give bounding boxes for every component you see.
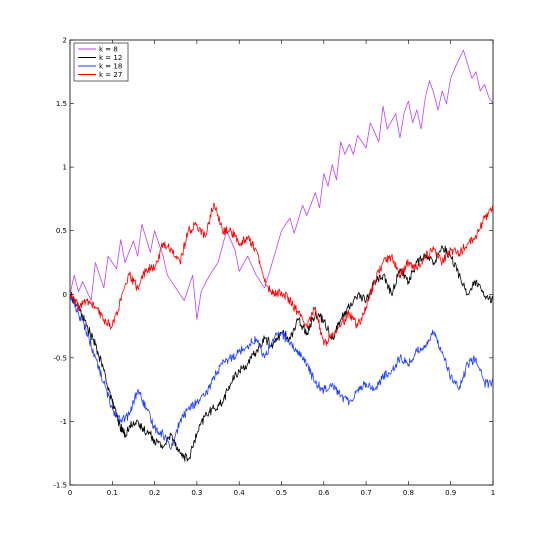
x-tick-label: 1 (491, 489, 495, 497)
x-tick-label: 0.3 (191, 489, 202, 497)
x-tick-label: 0 (68, 489, 72, 497)
x-tick-label: 0.1 (107, 489, 118, 497)
axes-box (69, 39, 494, 486)
legend-label: k = 8 (99, 46, 118, 54)
x-tick-label: 0.4 (234, 489, 246, 497)
y-tick-label: 0 (63, 291, 67, 299)
legend-label: k = 27 (99, 71, 122, 79)
y-tick-label: -1.5 (53, 482, 67, 490)
x-tick-label: 0.7 (361, 489, 372, 497)
legend-label: k = 18 (99, 63, 122, 71)
y-tick-label: -1 (60, 418, 67, 426)
x-tick-label: 0.5 (276, 489, 287, 497)
legend-label: k = 12 (99, 54, 122, 62)
series-line-k-8 (69, 49, 494, 321)
plot-area (69, 39, 494, 486)
legend: k = 8k = 12k = 18k = 27 (73, 42, 129, 82)
x-tick-label: 0.2 (149, 489, 160, 497)
y-tick-label: -0.5 (53, 354, 67, 362)
series-line-k-12 (69, 245, 494, 462)
y-tick-label: 2 (63, 37, 67, 45)
x-tick-label: 0.6 (318, 489, 330, 497)
series-line-k-27 (69, 202, 494, 347)
y-tick-label: 1 (63, 164, 67, 172)
axes-layer: 0 0.1 0.2 0.3 0.4 0.5 0.6 0.7 0.8 0.9 1 -1.5 -1 -0.5 0… (53, 37, 495, 498)
x-tick-label: 0.8 (403, 489, 414, 497)
series-layer (69, 49, 494, 462)
x-tick-label: 0.9 (445, 489, 456, 497)
y-tick-label: 1.5 (56, 100, 67, 108)
series-line-k-18 (69, 294, 494, 450)
y-tick-label: 0.5 (56, 227, 67, 235)
